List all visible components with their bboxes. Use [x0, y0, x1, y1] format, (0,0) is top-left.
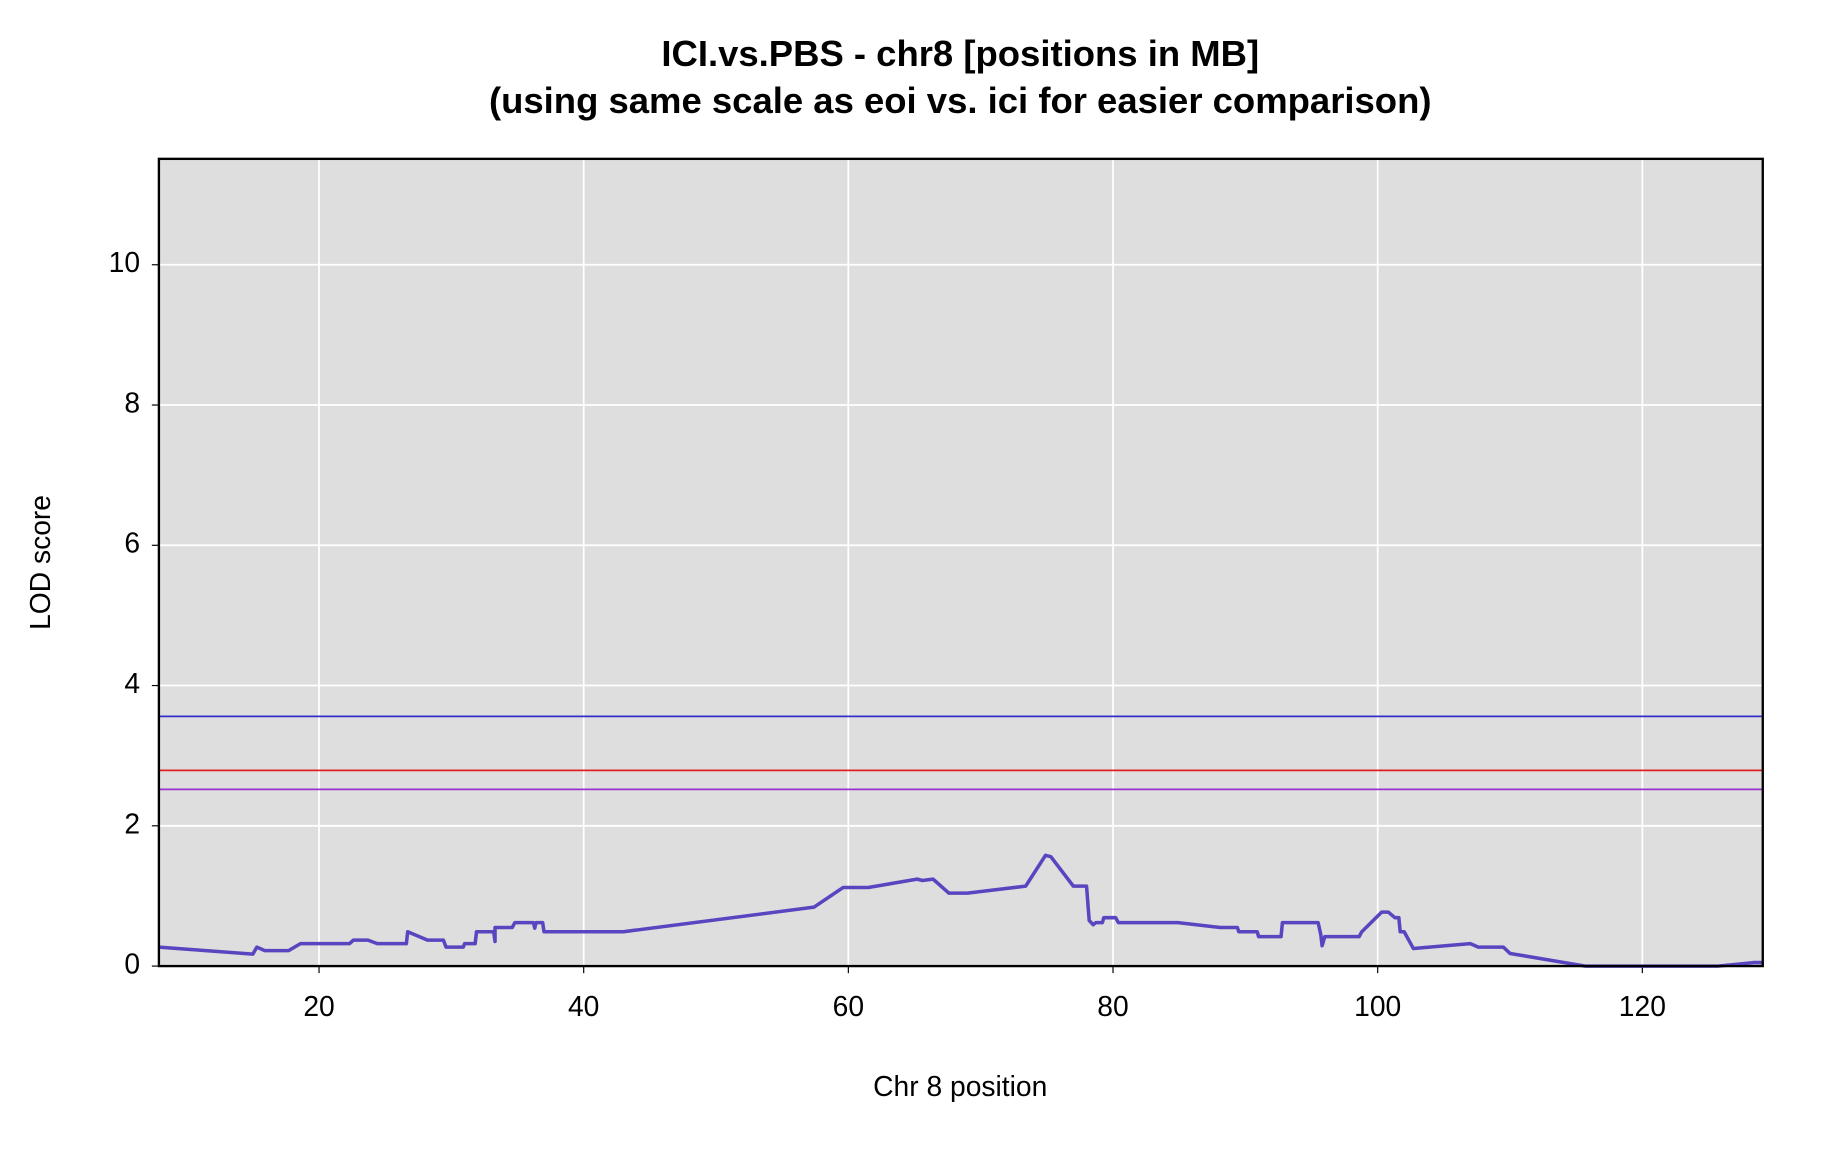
- y-tick-label: 6: [124, 527, 140, 559]
- chart-subtitle: (using same scale as eoi vs. ici for eas…: [489, 80, 1432, 121]
- chart-title: ICI.vs.PBS - chr8 [positions in MB]: [661, 33, 1259, 74]
- x-tick-label: 100: [1354, 990, 1401, 1022]
- y-tick-label: 8: [124, 386, 140, 418]
- x-tick-label: 20: [303, 990, 334, 1022]
- data-line: [158, 853, 1763, 968]
- x-tick-label: 120: [1619, 990, 1666, 1022]
- y-tick-label: 4: [124, 667, 140, 699]
- y-tick-label: 2: [124, 807, 140, 839]
- x-axis-label: Chr 8 position: [873, 1070, 1047, 1102]
- x-tick-label: 80: [1097, 990, 1128, 1022]
- x-tick-label: 40: [568, 990, 599, 1022]
- x-tick-label: 60: [833, 990, 864, 1022]
- y-axis-label: LOD score: [24, 495, 56, 630]
- plot-background: [158, 158, 1763, 967]
- plot-frame: [157, 157, 1764, 968]
- y-tick-label: 10: [109, 246, 140, 278]
- y-tick-label: 0: [124, 948, 140, 980]
